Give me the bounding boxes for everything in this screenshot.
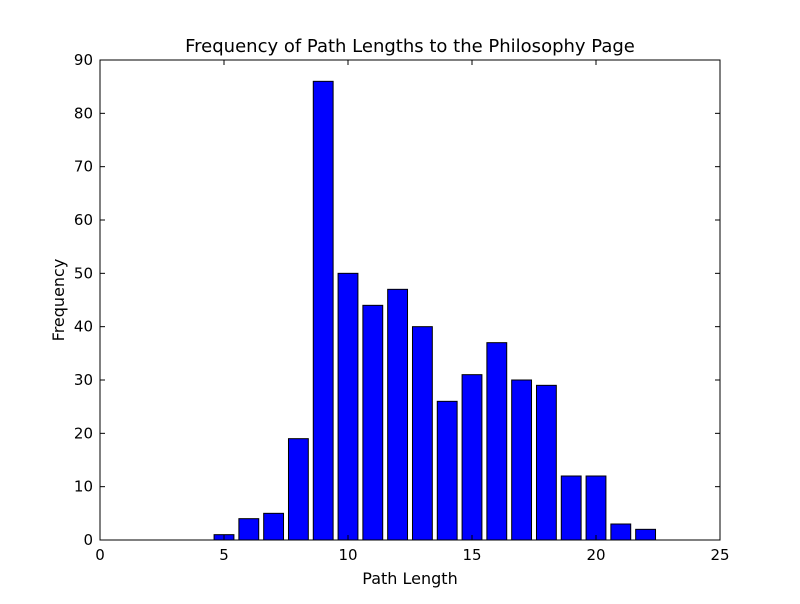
bar-6	[238, 518, 260, 541]
bar-13	[411, 326, 433, 541]
x-tick-label-5: 5	[219, 546, 229, 564]
chart-title: Frequency of Path Lengths to the Philoso…	[185, 36, 635, 57]
bar-21	[610, 523, 632, 541]
y-tick-label-40: 40	[74, 318, 93, 336]
x-tick-label-25: 25	[710, 546, 729, 564]
bar-7	[263, 512, 285, 541]
plot-frame	[99, 59, 721, 541]
y-tick-label-60: 60	[74, 211, 93, 229]
y-tick-label-70: 70	[74, 158, 93, 176]
bars-layer	[213, 80, 657, 541]
y-tick-label-0: 0	[83, 531, 93, 549]
bar-17	[511, 379, 533, 541]
y-tick-label-30: 30	[74, 371, 93, 389]
y-tick-label-10: 10	[74, 478, 93, 496]
x-tick-label-0: 0	[95, 546, 105, 564]
bar-19	[560, 475, 582, 541]
x-tick-label-15: 15	[462, 546, 481, 564]
bar-14	[436, 400, 458, 541]
y-tick-label-80: 80	[74, 104, 93, 122]
x-tick-label-10: 10	[338, 546, 357, 564]
x-axis-label: Path Length	[362, 569, 457, 588]
bar-22	[635, 528, 657, 541]
bar-15	[461, 374, 483, 541]
bar-11	[362, 304, 384, 541]
bar-9	[312, 80, 334, 541]
bar-16	[486, 342, 508, 541]
bar-20	[585, 475, 607, 541]
bar-12	[387, 288, 409, 541]
y-tick-label-20: 20	[74, 424, 93, 442]
x-tick-label-20: 20	[586, 546, 605, 564]
bar-8	[287, 438, 309, 541]
bar-10	[337, 272, 359, 541]
y-tick-label-90: 90	[74, 51, 93, 69]
bar-18	[535, 384, 557, 541]
y-tick-label-50: 50	[74, 264, 93, 282]
y-axis-label: Frequency	[49, 259, 68, 342]
